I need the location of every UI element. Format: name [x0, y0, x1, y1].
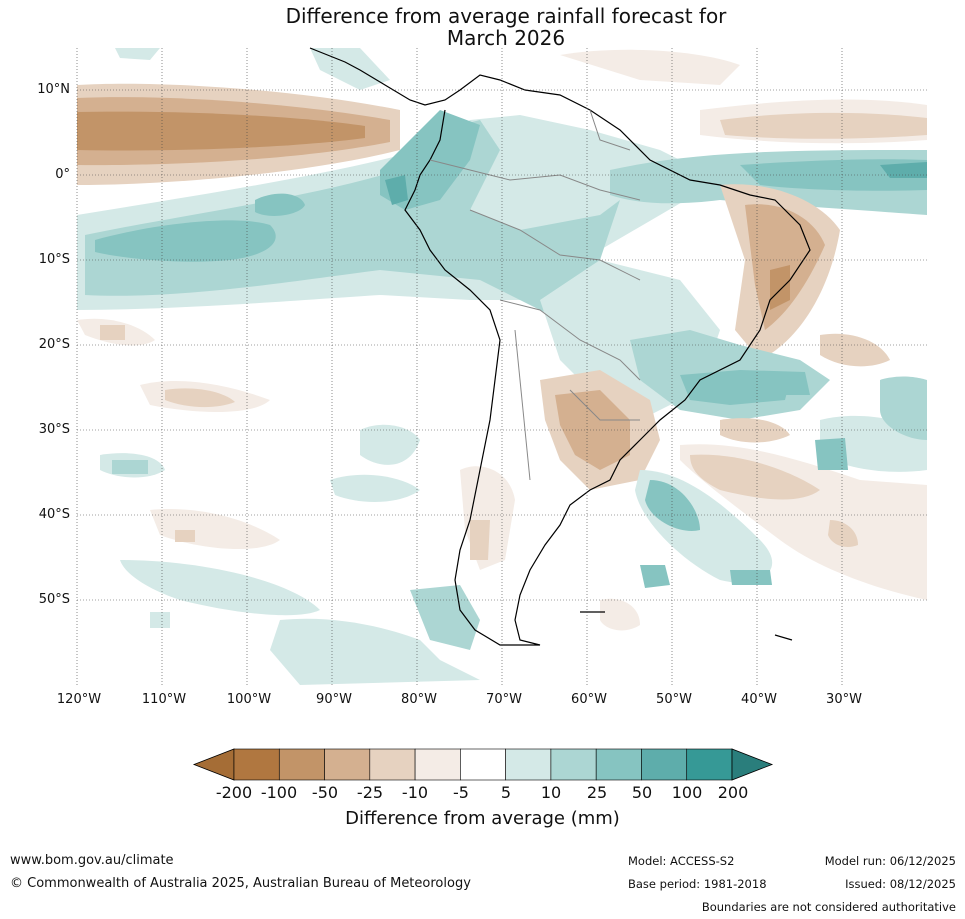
colorbar-segment: [233, 748, 280, 781]
title-line-2: March 2026: [446, 26, 566, 50]
colorbar-title: Difference from average (mm): [345, 808, 620, 829]
lon-label: 100°W: [226, 692, 272, 707]
rainfall-anomaly-field: [77, 48, 927, 685]
lon-label: 90°W: [316, 692, 352, 707]
lat-label: 30°S: [38, 422, 70, 437]
footer-disclaimer: Boundaries are not considered authoritat…: [701, 900, 956, 914]
graticule: [76, 48, 927, 685]
colorbar-segment: [595, 748, 642, 781]
footer-base-period: Base period: 1981-2018: [628, 877, 767, 891]
lat-label: 10°S: [38, 252, 70, 267]
lon-label: 80°W: [401, 692, 437, 707]
colorbar-segment: [550, 748, 597, 781]
colorbar-segment: [505, 748, 552, 781]
lat-label: 50°S: [38, 592, 70, 607]
colorbar-tick-label: 25: [586, 783, 608, 802]
footer-url: www.bom.gov.au/climate: [10, 853, 174, 868]
colorbar-tick-label: 100: [671, 783, 703, 802]
lat-label: 20°S: [38, 337, 70, 352]
colorbar-tick-label: 50: [631, 783, 653, 802]
colorbar-tick-label: -50: [311, 783, 339, 802]
colorbar-tick-label: -10: [401, 783, 429, 802]
footer-model-run: Model run: 06/12/2025: [824, 854, 956, 868]
colorbar-tick-label: -100: [260, 783, 298, 802]
colorbar-segment: [324, 748, 371, 781]
colorbar-segment: [414, 748, 461, 781]
lon-label: 70°W: [486, 692, 522, 707]
colorbar-segment: [641, 748, 688, 781]
colorbar-segment: [460, 748, 506, 781]
lon-label: 50°W: [656, 692, 692, 707]
colorbar-arrow-low: [192, 748, 235, 781]
colorbar: [192, 748, 774, 781]
colorbar-segment: [686, 748, 733, 781]
map-title: Difference from average rainfall forecas…: [0, 5, 965, 49]
lon-label: 120°W: [56, 692, 102, 707]
colorbar-tick-label: 5: [500, 783, 512, 802]
colorbar-segment: [369, 748, 416, 781]
title-line-1: Difference from average rainfall forecas…: [285, 4, 727, 28]
lon-label: 30°W: [826, 692, 862, 707]
footer-copyright: © Commonwealth of Australia 2025, Austra…: [10, 876, 471, 891]
colorbar-arrow-high: [731, 748, 774, 781]
footer-issued: Issued: 08/12/2025: [845, 877, 956, 891]
lat-label: 40°S: [38, 507, 70, 522]
lon-label: 40°W: [741, 692, 777, 707]
footer-model: Model: ACCESS-S2: [628, 854, 735, 868]
colorbar-segment: [278, 748, 325, 781]
lon-label: 110°W: [141, 692, 187, 707]
colorbar-tick-label: -25: [356, 783, 384, 802]
colorbar-tick-label: -5: [453, 783, 469, 802]
colorbar-tick-label: -200: [215, 783, 253, 802]
colorbar-tick-label: 10: [540, 783, 562, 802]
lat-label: 0°: [55, 167, 70, 182]
lon-label: 60°W: [571, 692, 607, 707]
lat-label: 10°N: [37, 82, 70, 97]
colorbar-tick-label: 200: [717, 783, 749, 802]
country-borders: [429, 109, 641, 481]
